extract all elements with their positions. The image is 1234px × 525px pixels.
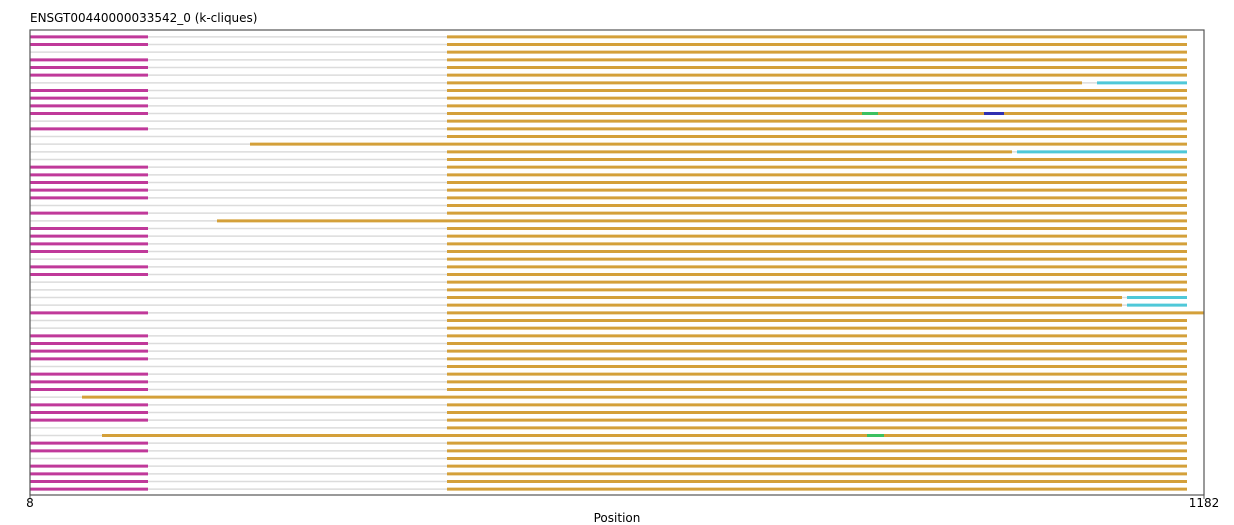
plot-area bbox=[30, 35, 1204, 491]
x-axis-label: Position bbox=[594, 511, 641, 525]
x-tick-label: 1182 bbox=[1189, 496, 1220, 510]
plot-frame bbox=[29, 29, 1205, 496]
chart-title: ENSGT00440000033542_0 (k-cliques) bbox=[30, 11, 257, 25]
x-tick-label: 8 bbox=[26, 496, 34, 510]
